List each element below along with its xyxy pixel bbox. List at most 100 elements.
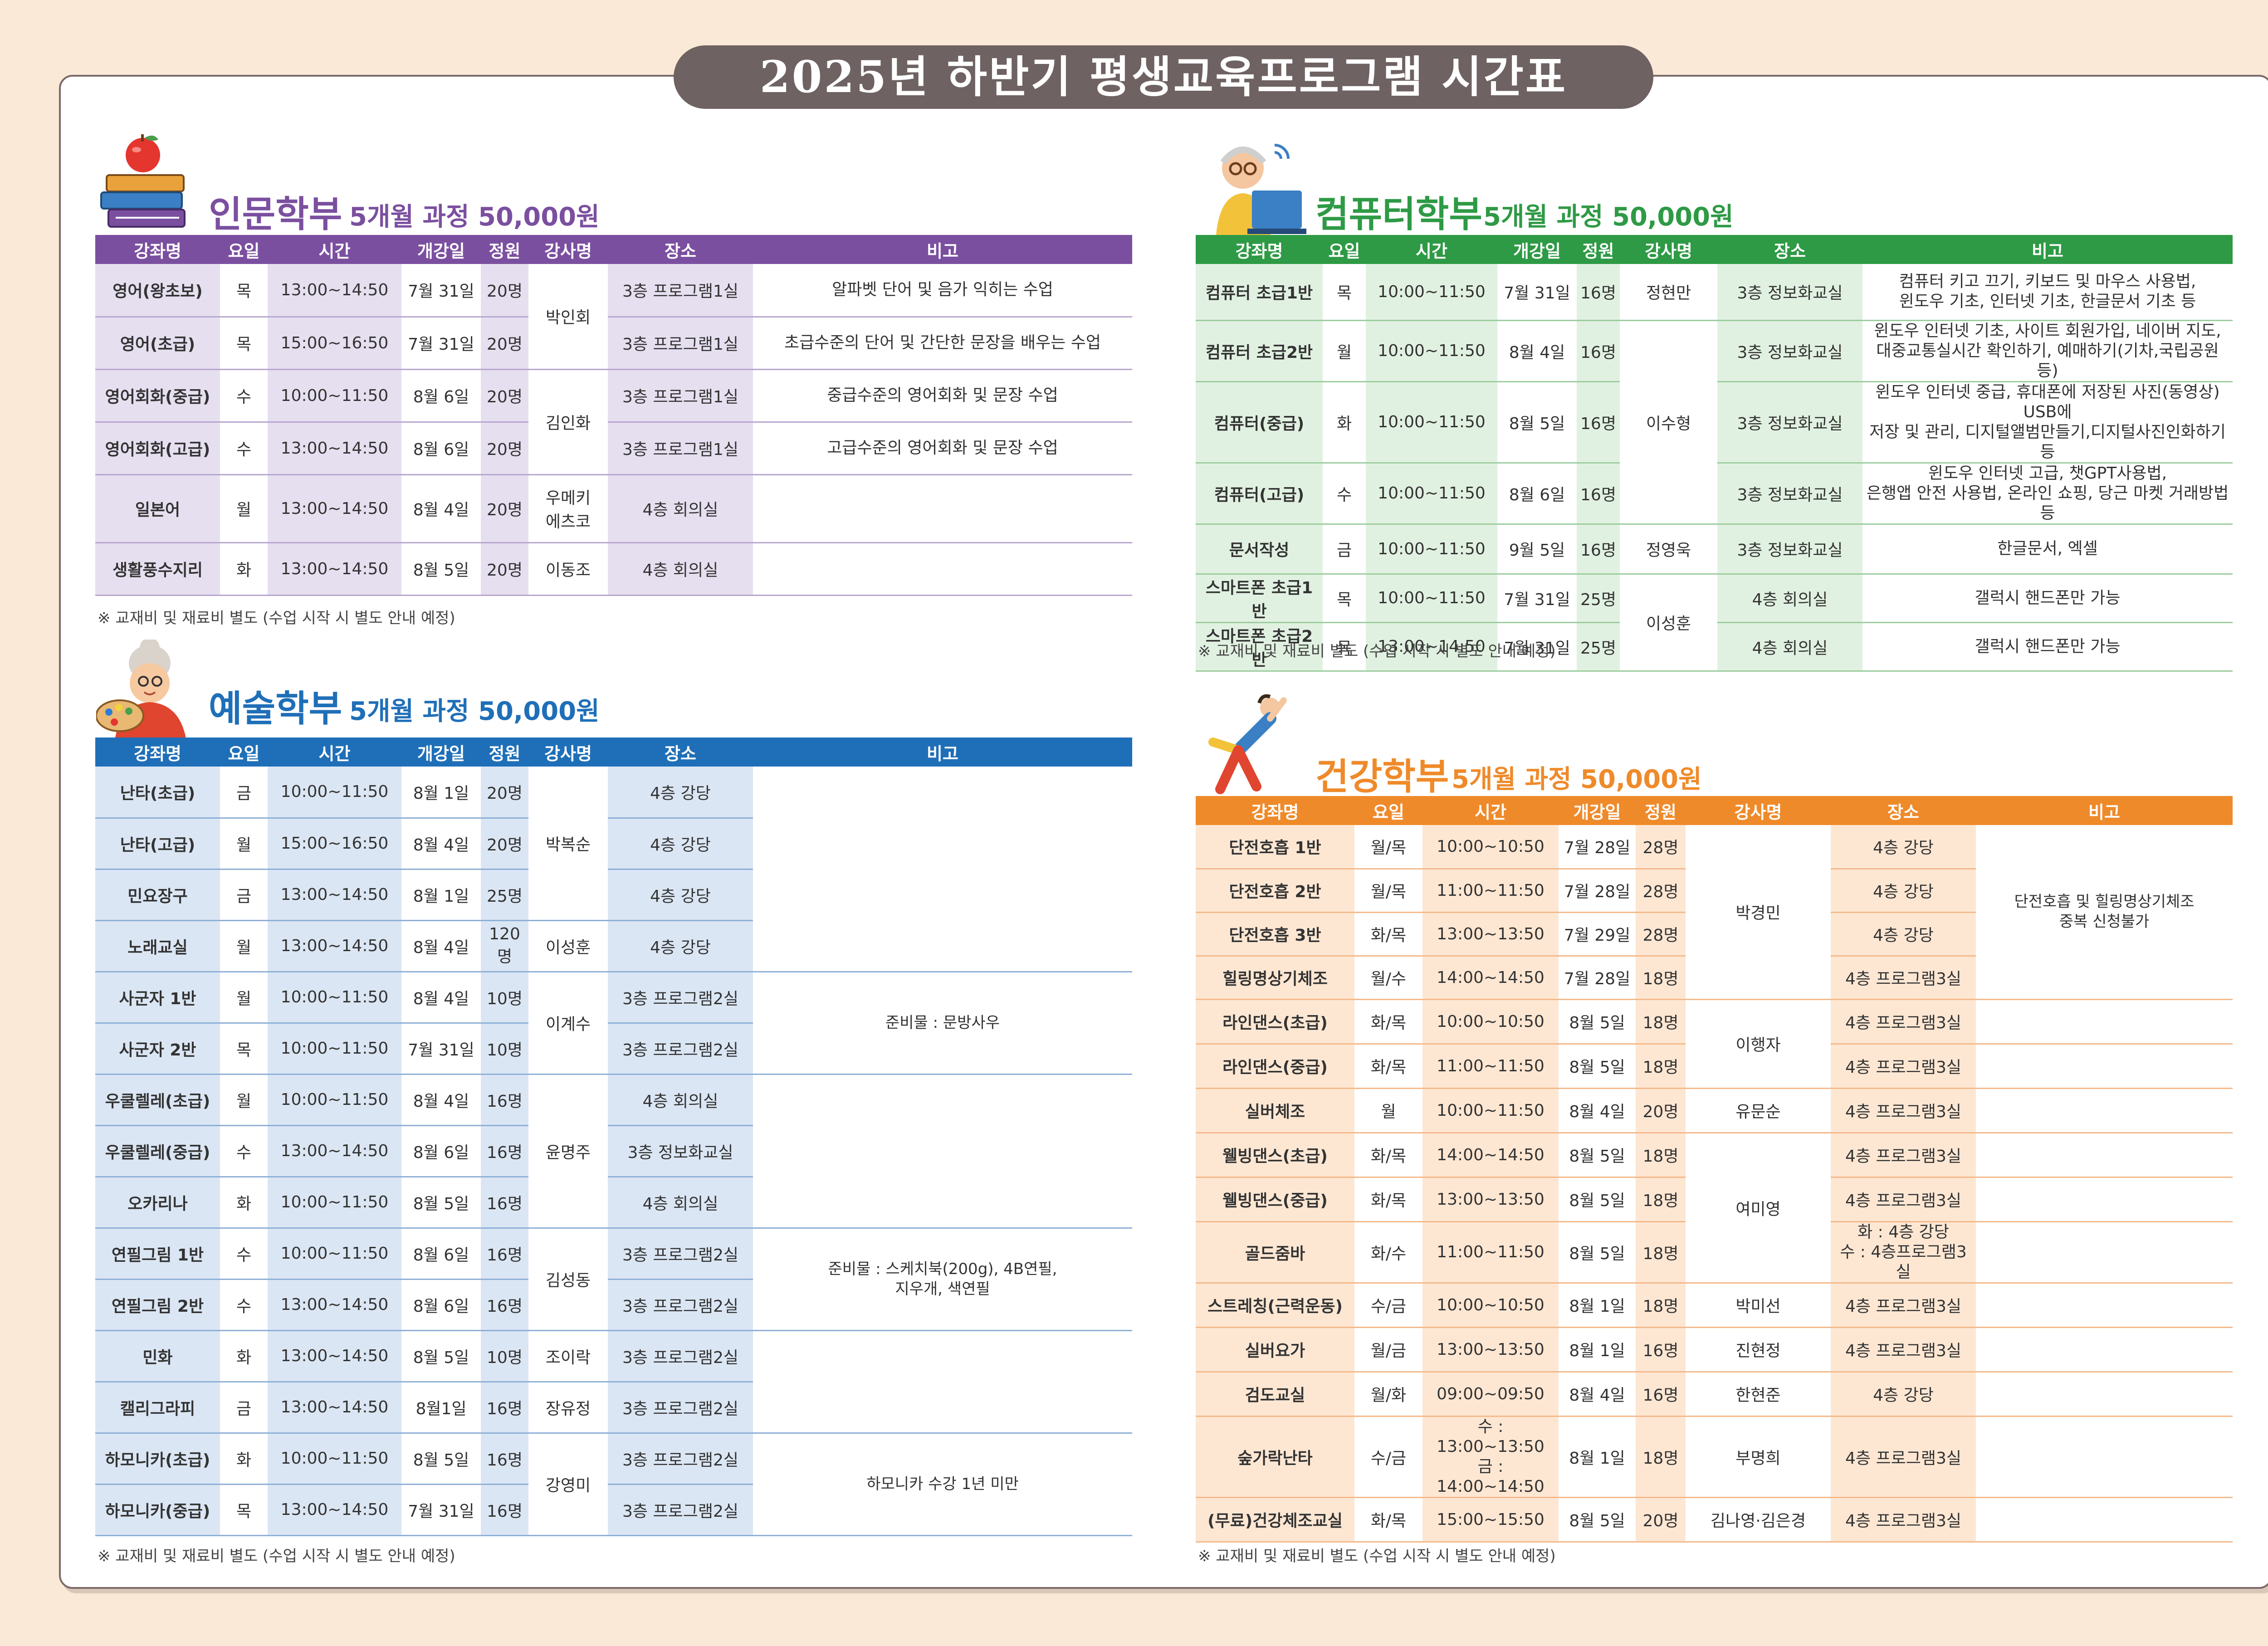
course-capacity: 16명 (481, 1279, 528, 1331)
course-name: 골드줌바 (1196, 1221, 1354, 1284)
course-capacity: 28명 (1636, 869, 1686, 913)
course-capacity: 20명 (1636, 1497, 1686, 1543)
teacher-name: 조이락 (528, 1330, 608, 1382)
course-start-date: 7월 28일 (1559, 956, 1636, 1000)
course-place: 3층 프로그램2실 (608, 1382, 753, 1434)
course-day: 금 (220, 767, 268, 819)
header-capacity: 정원 (489, 241, 521, 261)
computer-table: 강좌명 요일 시간 개강일 정원 강사명 장소 비고 컴퓨터 초급1반 목 10:0… (1196, 235, 2233, 672)
course-start-date: 7월 31일 (401, 264, 481, 317)
teacher-name: 한현준 (1686, 1372, 1831, 1417)
table-row: 컴퓨터 초급1반 목 10:00~11:50 7월 31일 16명 정현만 3층 정보화교실… (1196, 264, 2233, 321)
course-note: 갤럭시 핸드폰만 가능 (1862, 574, 2233, 623)
table-row: 힐링명상기체조 월/수 14:00~14:50 7월 28일 18명 4층 프로그램3실 (1196, 956, 2233, 1000)
course-name: 사군자 1반 (95, 972, 220, 1024)
table-row: 민요장구 금 13:00~14:50 8월 1일 25명 4층 강당 (95, 869, 1132, 921)
table-row: 검도교실 월/화 09:00~09:50 8월 4일 16명 한현준 4층 강당 (1196, 1372, 2233, 1417)
course-day: 목 (220, 264, 268, 317)
course-start-date: 8월 1일 (1559, 1416, 1636, 1498)
course-place: 4층 프로그램3실 (1831, 1497, 1976, 1543)
course-capacity: 28명 (1636, 912, 1686, 957)
course-start-date: 7월 31일 (1497, 264, 1577, 321)
course-day: 화/목 (1354, 912, 1422, 957)
course-note: 윈도우 인터넷 중급, 휴대폰에 저장된 사진(동영상) USB에 저장 및 관… (1862, 381, 2233, 464)
course-capacity: 20명 (481, 767, 528, 819)
course-start-date: 8월 5일 (401, 1433, 481, 1485)
course-day: 월 (1354, 1088, 1422, 1133)
course-name: 문서작성 (1196, 524, 1323, 575)
header-teacher: 강사명 (1734, 802, 1782, 822)
arts-price: 5개월 과정 50,000원 (349, 697, 600, 726)
course-place: 4층 프로그램3실 (1831, 1133, 1976, 1178)
table-row: 실버요가 월/금 13:00~13:50 8월 1일 16명 진현정 4층 프로그램3실 (1196, 1327, 2233, 1372)
course-note (1976, 1177, 2233, 1222)
header-note: 비고 (927, 241, 958, 261)
course-capacity: 20명 (481, 264, 528, 317)
course-day: 목 (1323, 622, 1366, 672)
table-row: 웰빙댄스(초급) 화/목 14:00~14:50 8월 5일 18명 여미영 4층 프로그램… (1196, 1133, 2233, 1284)
course-start-date: 8월 5일 (1559, 1497, 1636, 1543)
course-capacity: 18명 (1636, 1044, 1686, 1089)
course-name: 스마트폰 초급2반 (1196, 622, 1323, 672)
course-day: 월 (220, 920, 268, 972)
teacher-name: 박복순 (528, 767, 608, 921)
table-row: 사군자 2반 목 10:00~11:50 7월 31일 10명 3층 프로그램2실 (95, 1023, 1132, 1075)
health-price: 5개월 과정 50,000원 (1452, 765, 1702, 794)
table-row: 웰빙댄스(중급) 화/목 13:00~13:50 8월 5일 18명 4층 프로그램3실 (1196, 1177, 2233, 1222)
course-start-date: 7월 31일 (401, 1484, 481, 1536)
course-note (1976, 1497, 2233, 1543)
teacher-name: 윤명주 (528, 1074, 608, 1229)
course-day: 목 (1323, 264, 1366, 321)
course-capacity: 16명 (481, 1382, 528, 1434)
teacher-name: 부명희 (1686, 1416, 1831, 1498)
course-start-date: 7월 29일 (1559, 912, 1636, 957)
course-capacity: 18명 (1636, 1221, 1686, 1284)
computer-user-icon (1216, 144, 1306, 240)
header-time: 시간 (318, 241, 351, 261)
course-note: 준비물 : 문방사우 (753, 972, 1132, 1075)
course-place: 3층 정보화교실 (1717, 381, 1862, 464)
course-day: 수 (220, 369, 268, 423)
course-start-date: 7월 31일 (401, 317, 481, 370)
course-start-date: 8월 4일 (401, 818, 481, 870)
course-day: 월 (220, 474, 268, 543)
teacher-name: 정영욱 (1620, 524, 1717, 575)
course-place: 3층 정보화교실 (608, 1125, 753, 1177)
course-day: 수/금 (1354, 1416, 1422, 1498)
course-capacity: 16명 (481, 1177, 528, 1229)
course-place: 4층 회의실 (608, 542, 753, 596)
teacher-name: 이수형 (1620, 320, 1717, 525)
table-row: 스트레칭(근력운동) 수/금 10:00~10:50 8월 1일 18명 박미선 4층 프로… (1196, 1283, 2233, 1328)
course-start-date: 8월 6일 (1497, 463, 1577, 525)
header-course: 강좌명 (1235, 241, 1283, 261)
teacher-name: 이성훈 (528, 920, 608, 972)
table-row: 컴퓨터(중급) 화 10:00~11:50 8월 5일 16명 3층 정보화교실 윈도우 인… (1196, 381, 2233, 464)
header-day: 요일 (228, 743, 260, 764)
course-capacity: 18명 (1636, 1133, 1686, 1178)
table-row: 연필그림 2반 수 13:00~14:50 8월 6일 16명 3층 프로그램2실 (95, 1279, 1132, 1331)
course-note (753, 542, 1132, 596)
course-day: 화 (220, 1177, 268, 1229)
course-name: 영어회화(중급) (95, 369, 220, 423)
course-place: 4층 강당 (1831, 825, 1976, 869)
course-capacity: 10명 (481, 1023, 528, 1075)
course-time: 10:00~11:50 (1366, 320, 1497, 382)
course-place: 3층 프로그램2실 (608, 1023, 753, 1075)
header-course: 강좌명 (1251, 802, 1299, 822)
course-day: 월/수 (1354, 956, 1422, 1000)
table-row: 난타(초급) 금 10:00~11:50 8월 1일 20명 박복순 4층 강당 (95, 767, 1132, 972)
course-start-date: 7월 31일 (1497, 574, 1577, 623)
header-start: 개강일 (1513, 241, 1561, 261)
course-name: 하모니카(중급) (95, 1484, 220, 1536)
course-time: 15:00~16:50 (268, 818, 401, 870)
teacher-name: 박경민 (1686, 825, 1831, 1000)
course-note (1976, 1416, 2233, 1498)
course-name: 웰빙댄스(초급) (1196, 1133, 1354, 1178)
course-start-date: 8월 5일 (1559, 999, 1636, 1045)
course-capacity: 16명 (1577, 320, 1620, 382)
course-start-date: 7월 31일 (401, 1023, 481, 1075)
course-place: 4층 회의실 (1717, 574, 1862, 623)
header-place: 장소 (1887, 802, 1919, 822)
header-start: 개강일 (417, 743, 465, 764)
course-name: 검도교실 (1196, 1372, 1354, 1417)
